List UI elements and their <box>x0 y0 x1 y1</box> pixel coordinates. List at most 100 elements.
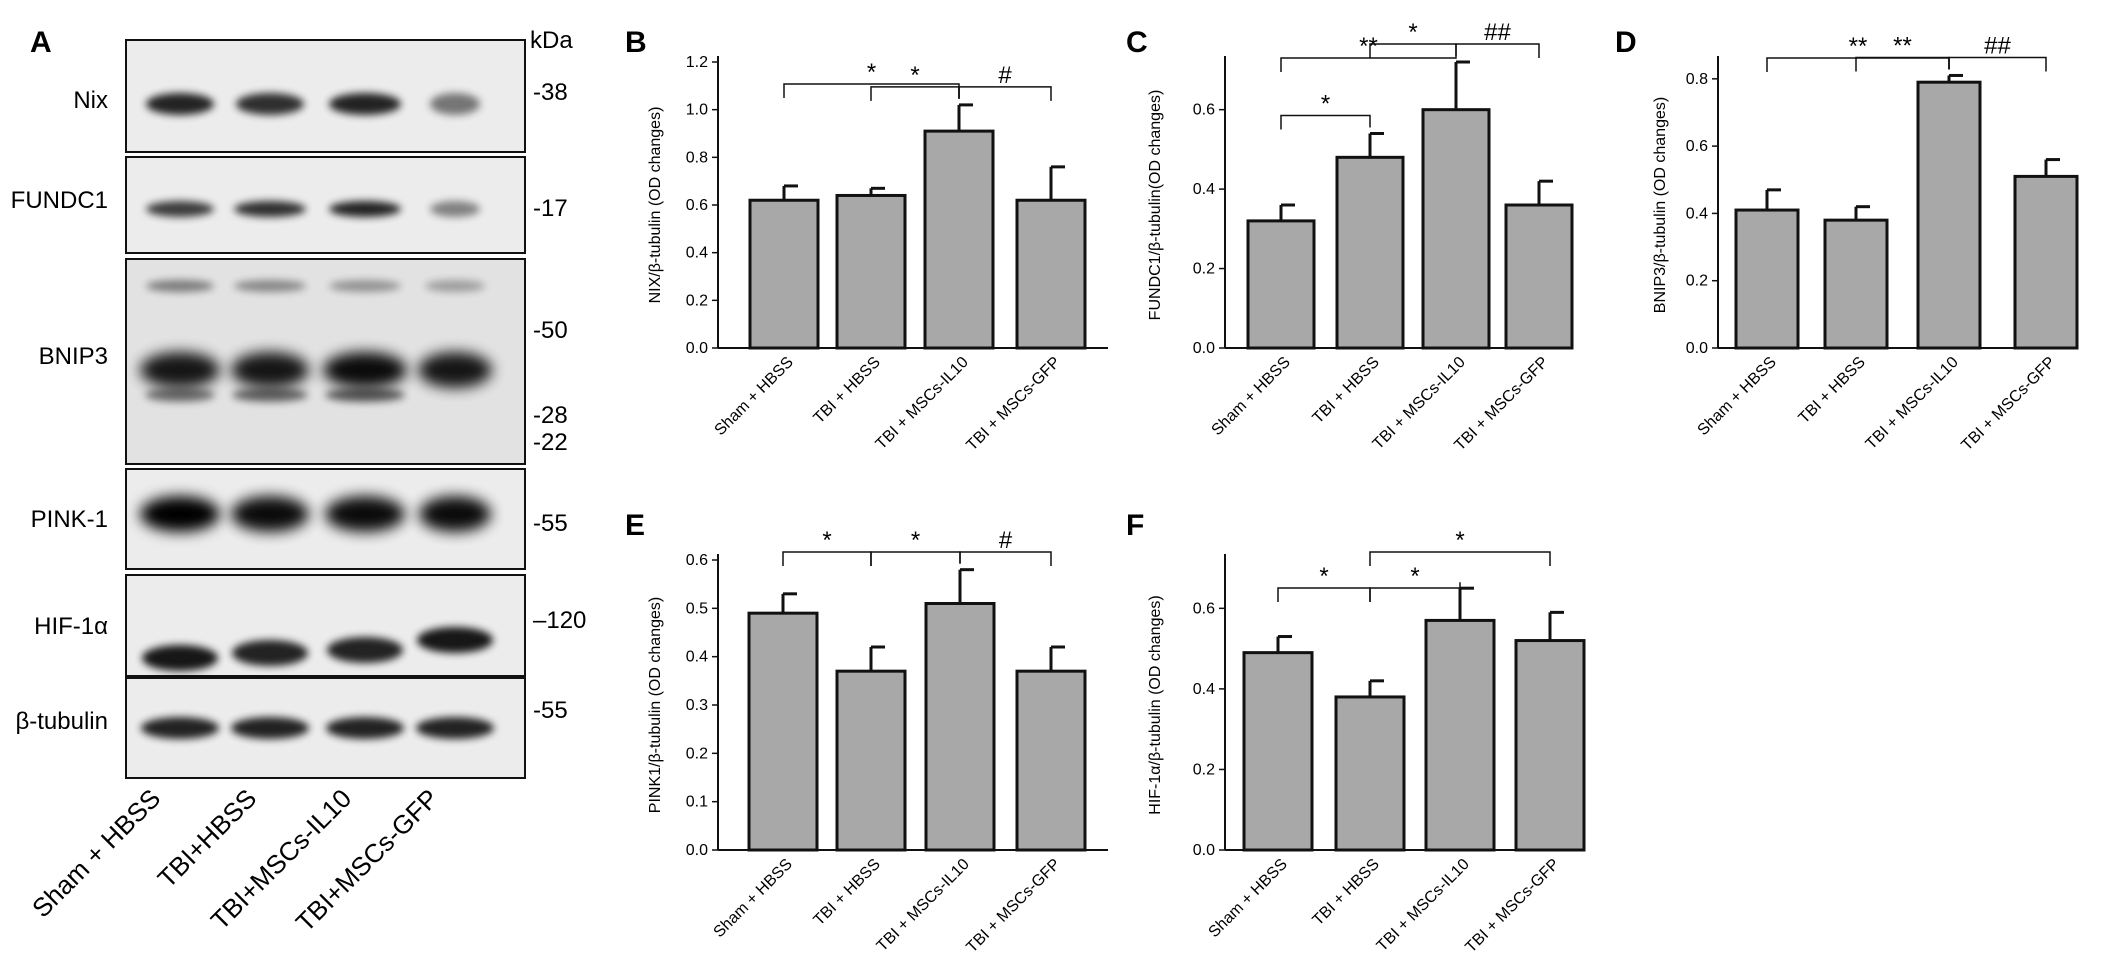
significance-bracket <box>1766 57 1950 72</box>
bar <box>1823 218 1889 350</box>
category-label: TBI + MSCs-GFP <box>1958 354 2058 454</box>
blot-band <box>140 496 220 532</box>
kda-marker: -55 <box>533 697 568 724</box>
category-label: TBI + MSCs-IL10 <box>874 856 973 955</box>
significance-bracket <box>959 551 1052 566</box>
blot-band <box>231 496 309 532</box>
kda-marker: -50 <box>533 317 568 344</box>
significance-marker: * <box>1455 527 1464 554</box>
significance-marker: ## <box>1484 19 1511 46</box>
kda-marker: -28 <box>533 402 568 429</box>
bar-chart: C 0.0 0.2 0.4 0.6 FUNDC1/β-tubulin(OD changes… <box>1126 19 1574 454</box>
blot-band <box>231 352 309 388</box>
category-label: Sham + HBSS <box>1206 856 1291 941</box>
category-label: TBI + MSCs-IL10 <box>1863 354 1962 453</box>
category-label: TBI + HBSS <box>1309 354 1382 427</box>
y-tick-label: 1.2 <box>686 54 708 71</box>
significance-bracket <box>1369 551 1551 566</box>
y-tick-label: 0.4 <box>686 245 708 262</box>
bar <box>835 669 907 852</box>
significance-bracket <box>958 86 1052 101</box>
blot-band <box>327 637 403 663</box>
y-tick-label: 0.0 <box>1193 842 1215 859</box>
blot-band <box>325 388 405 402</box>
blot-band <box>425 280 485 292</box>
y-axis-label: HIF-1α/β-tubulin (OD changes) <box>1147 595 1164 814</box>
blot-row-label: HIF-1α <box>34 613 108 640</box>
kda-header: kDa <box>530 27 573 54</box>
y-tick-label: 0.8 <box>686 149 708 166</box>
category-label: TBI + MSCs-GFP <box>963 856 1063 956</box>
blot-band <box>430 201 480 217</box>
bar <box>1015 669 1087 852</box>
y-tick-label: 0.6 <box>1193 102 1215 119</box>
category-label: Sham + HBSS <box>1695 354 1780 439</box>
panel-letter: E <box>625 509 645 542</box>
category-label: TBI + MSCs-IL10 <box>1374 856 1473 955</box>
y-tick-label: 0.2 <box>1686 273 1708 290</box>
significance-marker: * <box>1319 563 1328 590</box>
y-tick-label: 0.0 <box>686 340 708 357</box>
y-axis-label: BNIP3/β-tubulin (OD changes) <box>1652 97 1669 313</box>
blot-band <box>419 496 491 532</box>
blot-band <box>329 201 401 217</box>
bar <box>835 193 907 350</box>
y-tick-label: 0.2 <box>1193 261 1215 278</box>
y-tick-label: 0.0 <box>1686 340 1708 357</box>
significance-marker: * <box>1410 563 1419 590</box>
category-label: TBI + HBSS <box>810 856 883 929</box>
bar <box>2013 174 2079 350</box>
panel-letter: C <box>1126 26 1148 59</box>
blot-row-label: β-tubulin <box>15 708 108 735</box>
y-tick-label: 0.3 <box>686 697 708 714</box>
y-tick-label: 0.5 <box>686 600 708 617</box>
kda-marker: –120 <box>533 607 586 634</box>
blot-band <box>141 717 219 739</box>
blot-row-label: PINK-1 <box>31 506 108 533</box>
category-label: TBI + HBSS <box>1309 856 1382 929</box>
blot-band <box>234 201 306 217</box>
bar <box>1424 618 1496 852</box>
panel-letter: B <box>625 26 647 59</box>
bar <box>1421 108 1491 350</box>
blot-band <box>417 627 493 653</box>
kda-marker: -22 <box>533 429 568 456</box>
y-tick-label: 0.0 <box>686 842 708 859</box>
significance-bracket <box>1369 582 1461 602</box>
y-tick-label: 0.4 <box>686 649 708 666</box>
y-tick-label: 0.6 <box>686 552 708 569</box>
significance-marker: * <box>911 527 920 554</box>
significance-marker: * <box>1408 19 1417 46</box>
category-label: Sham + HBSS <box>711 856 796 941</box>
bar <box>1734 208 1800 350</box>
significance-bracket <box>1855 56 1950 72</box>
y-tick-label: 0.6 <box>1193 600 1215 617</box>
bar <box>924 602 996 852</box>
lane-label: Sham + HBSS <box>26 783 166 923</box>
blot-band <box>329 93 401 115</box>
blot-band <box>234 280 306 292</box>
category-label: TBI + MSCs-GFP <box>1451 354 1551 454</box>
bar <box>1335 155 1405 350</box>
y-axis-label: NIX/β-tubulin (OD changes) <box>647 107 664 304</box>
category-label: Sham + HBSS <box>712 354 797 439</box>
y-tick-label: 0.0 <box>1193 340 1215 357</box>
significance-marker: * <box>867 59 876 86</box>
kda-marker: -55 <box>533 510 568 537</box>
category-label: TBI + HBSS <box>1795 354 1868 427</box>
significance-marker: # <box>998 62 1012 89</box>
significance-bracket <box>1277 587 1371 602</box>
significance-bracket <box>782 551 872 566</box>
bar-chart: B 0.0 0.2 0.4 0.6 0.8 1.0 1.2 NIX/β-tubulin (OD … <box>625 26 1108 454</box>
y-axis-label: PINK1/β-tubulin (OD changes) <box>647 597 664 813</box>
blot-band <box>231 717 309 739</box>
y-tick-label: 1.0 <box>686 102 708 119</box>
category-label: Sham + HBSS <box>1209 354 1294 439</box>
blot-band <box>323 352 407 388</box>
bar <box>1334 695 1406 852</box>
bar <box>923 129 995 350</box>
y-tick-label: 0.1 <box>686 794 708 811</box>
blot-band <box>430 93 480 115</box>
blot-row-label: BNIP3 <box>39 343 108 370</box>
